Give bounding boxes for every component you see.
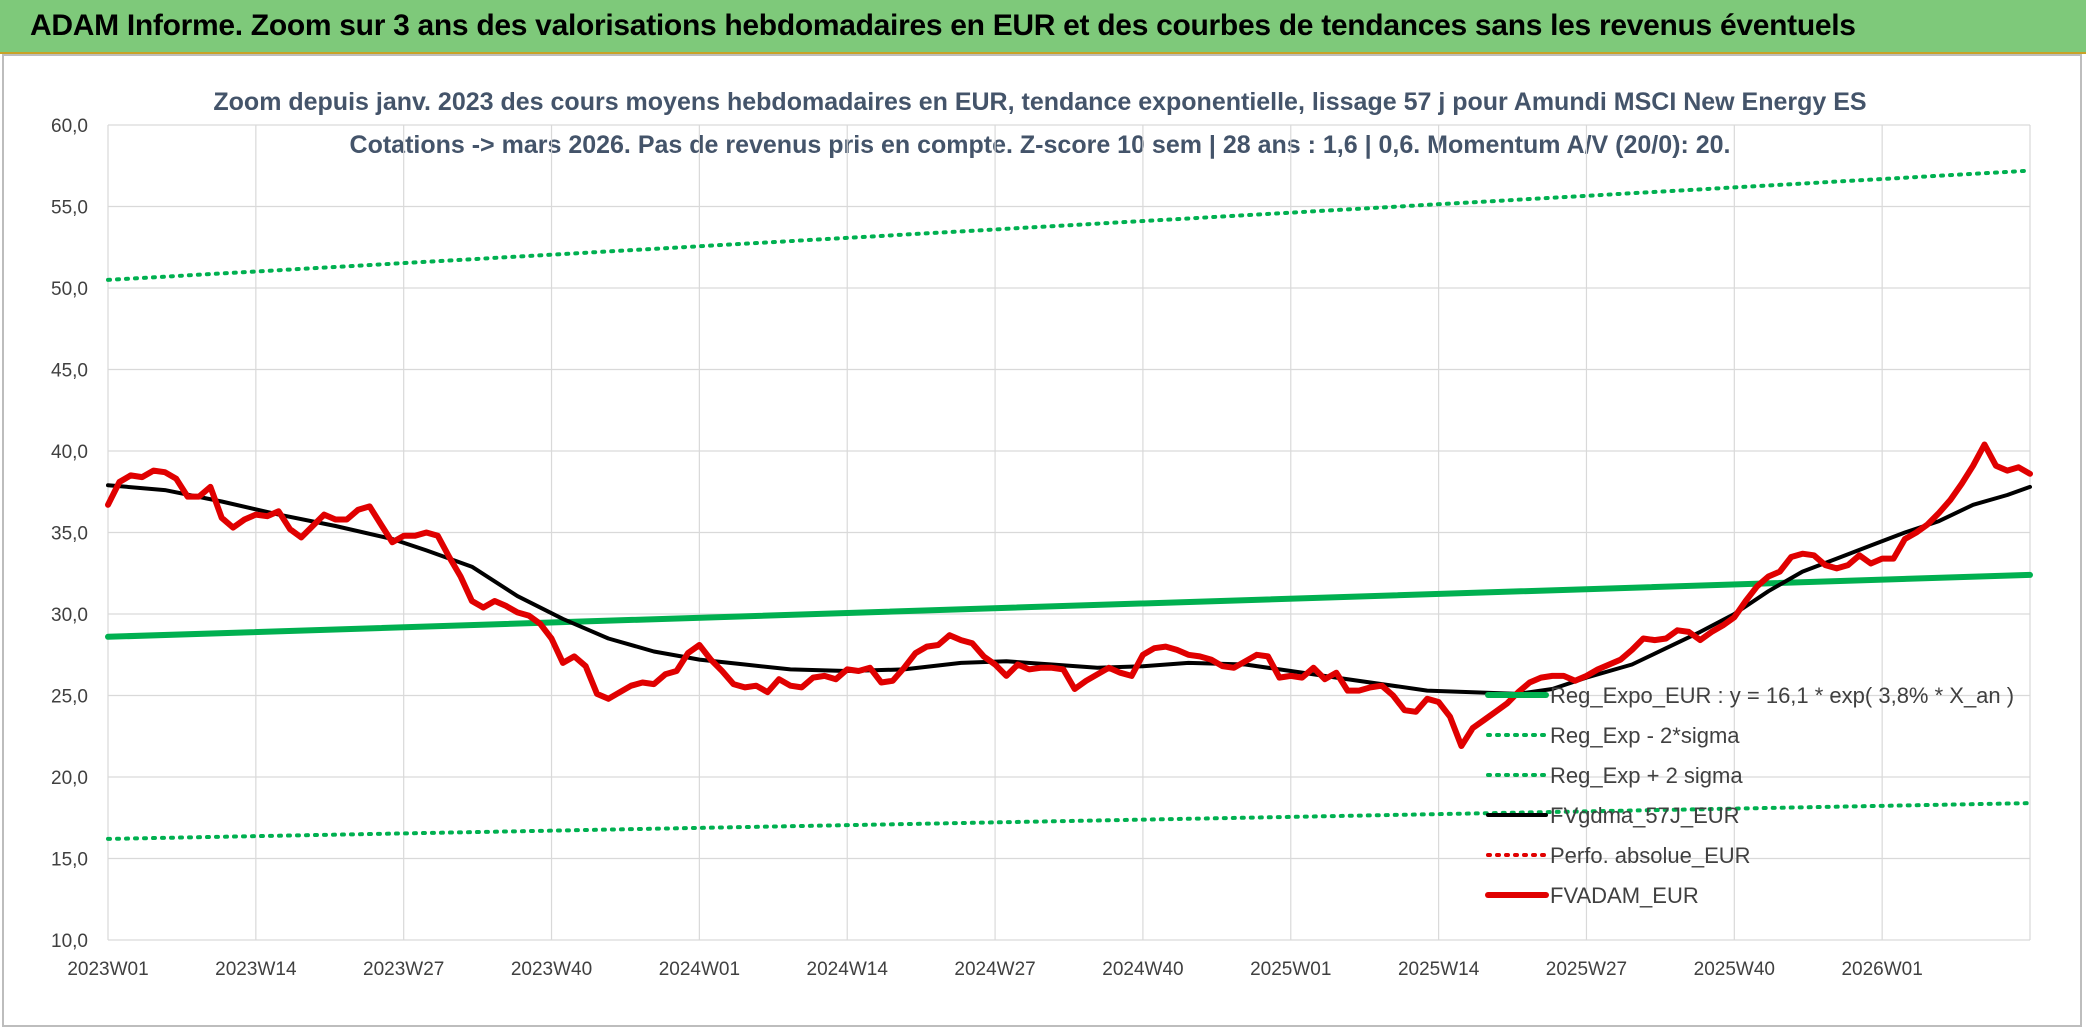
x-tick-label: 2023W27 bbox=[363, 959, 444, 980]
x-tick-label: 2024W01 bbox=[659, 959, 740, 980]
report-banner: ADAM Informe. Zoom sur 3 ans des valoris… bbox=[0, 0, 2086, 54]
y-tick-label: 50,0 bbox=[51, 279, 88, 300]
y-tick-label: 10,0 bbox=[51, 931, 88, 952]
y-tick-label: 30,0 bbox=[51, 605, 88, 626]
chart-title: Zoom depuis janv. 2023 des cours moyens … bbox=[213, 88, 1866, 116]
x-tick-label: 2025W40 bbox=[1694, 959, 1775, 980]
chart-subtitle: Cotations -> mars 2026. Pas de revenus p… bbox=[350, 131, 1731, 159]
legend-label: Reg_Exp + 2 sigma bbox=[1550, 763, 1743, 788]
legend-label: FVADAM_EUR bbox=[1550, 883, 1699, 908]
y-tick-label: 25,0 bbox=[51, 687, 88, 708]
chart-series bbox=[105, 168, 2033, 841]
legend-label: Reg_Expo_EUR : y = 16,1 * exp( 3,8% * X_… bbox=[1550, 683, 2014, 708]
series-line-0 bbox=[105, 571, 2033, 640]
y-tick-label: 40,0 bbox=[51, 442, 88, 463]
report-title: ADAM Informe. Zoom sur 3 ans des valoris… bbox=[30, 9, 1856, 42]
x-tick-label: 2024W27 bbox=[954, 959, 1035, 980]
chart-grid bbox=[107, 124, 2031, 941]
y-tick-label: 15,0 bbox=[51, 850, 88, 871]
series-line-3 bbox=[106, 483, 2032, 696]
x-tick-label: 2025W27 bbox=[1546, 959, 1627, 980]
x-tick-label: 2024W40 bbox=[1102, 959, 1183, 980]
series-line-2 bbox=[106, 168, 2032, 282]
series-line-1 bbox=[106, 801, 2032, 841]
legend-label: Reg_Exp - 2*sigma bbox=[1550, 723, 1740, 748]
y-tick-label: 35,0 bbox=[51, 524, 88, 545]
chart-frame bbox=[2, 54, 2082, 1027]
x-tick-label: 2024W14 bbox=[807, 959, 889, 980]
y-tick-label: 45,0 bbox=[51, 361, 88, 382]
y-tick-label: 20,0 bbox=[51, 768, 88, 789]
y-tick-label: 60,0 bbox=[51, 116, 88, 137]
y-tick-label: 55,0 bbox=[51, 198, 88, 219]
y-axis: 10,0 15,0 20,0 25,0 30,0 35,0 40,0 45,0 50,0 55,0… bbox=[51, 116, 88, 952]
x-tick-label: 2025W01 bbox=[1250, 959, 1331, 980]
x-tick-label: 2025W14 bbox=[1398, 959, 1480, 980]
x-tick-label: 2023W01 bbox=[67, 959, 148, 980]
series-line-5 bbox=[105, 441, 2033, 749]
x-axis: 2023W01 2023W14 2023W27 2023W40 2024W01 2024W… bbox=[67, 959, 1922, 980]
legend-label: Perfo. absolue_EUR bbox=[1550, 843, 1751, 868]
x-tick-label: 2023W40 bbox=[511, 959, 592, 980]
x-tick-label: 2023W14 bbox=[215, 959, 297, 980]
chart-legend: Reg_Expo_EUR : y = 16,1 * exp( 3,8% * X_… bbox=[1485, 683, 2014, 908]
legend-label: FVgdma_57J_EUR bbox=[1550, 803, 1740, 828]
x-tick-label: 2026W01 bbox=[1841, 959, 1922, 980]
